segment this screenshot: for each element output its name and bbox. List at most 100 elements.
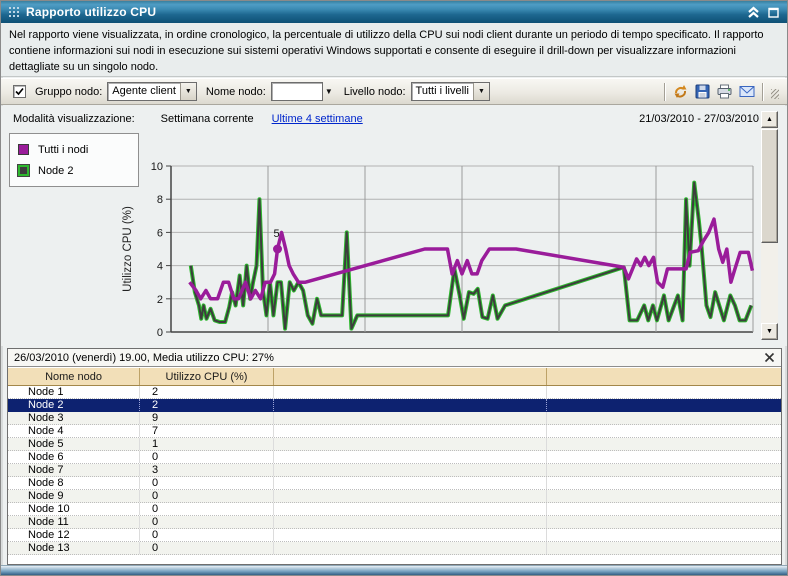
legend-swatch-all-nodes: [18, 144, 29, 155]
node-name-cell: Node 4: [8, 425, 140, 437]
save-button[interactable]: [695, 84, 710, 99]
group-select[interactable]: Agente client ▼: [107, 82, 197, 101]
view-mode-last4weeks-link[interactable]: Ultime 4 settimane: [271, 113, 363, 125]
cpu-usage-line-chart: 0 2 4 6 8 10 Utilizzo CPU (%) 5: [122, 161, 755, 339]
empty-cell: [547, 386, 781, 398]
scroll-down-button[interactable]: ▼: [761, 323, 778, 340]
refresh-icon: [674, 85, 687, 98]
empty-cell: [547, 399, 781, 411]
envelope-icon: [739, 86, 755, 97]
cpu-usage-cell: 0: [140, 529, 274, 541]
column-header-empty: [274, 368, 547, 385]
cpu-usage-cell: 0: [140, 503, 274, 515]
empty-cell: [547, 425, 781, 437]
refresh-button[interactable]: [673, 84, 688, 99]
titlebar: Rapporto utilizzo CPU: [1, 1, 787, 23]
report-description: Nel rapporto viene visualizzata, in ordi…: [1, 23, 787, 77]
column-header-node-name[interactable]: Nome nodo: [8, 368, 140, 385]
empty-cell: [274, 399, 547, 411]
empty-cell: [547, 503, 781, 515]
view-mode-current-week[interactable]: Settimana corrente: [160, 113, 254, 125]
empty-cell: [547, 451, 781, 463]
svg-text:0: 0: [157, 327, 163, 339]
svg-text:6: 6: [157, 227, 163, 239]
node-name-cell: Node 5: [8, 438, 140, 450]
node-name-cell: Node 1: [8, 386, 140, 398]
node-name-cell: Node 7: [8, 464, 140, 476]
window-title: Rapporto utilizzo CPU: [26, 5, 157, 19]
grid-icon: [9, 6, 20, 18]
detail-panel: 26/03/2010 (venerdì) 19.00, Media utiliz…: [7, 348, 782, 565]
close-x-icon: [764, 352, 775, 363]
empty-cell: [547, 438, 781, 450]
empty-cell: [274, 412, 547, 424]
node-name-cell: Node 13: [8, 542, 140, 554]
scroll-up-button[interactable]: ▲: [761, 111, 778, 128]
empty-cell: [274, 477, 547, 489]
column-header-empty: [547, 368, 781, 385]
node-name-input[interactable]: [270, 82, 323, 101]
group-checkbox[interactable]: [13, 85, 26, 98]
chevron-down-icon[interactable]: ▼: [472, 83, 489, 100]
printer-icon: [717, 84, 732, 99]
svg-text:2: 2: [157, 294, 163, 306]
maximize-button[interactable]: [768, 7, 779, 18]
cpu-usage-cell: 0: [140, 451, 274, 463]
node-name-cell: Node 3: [8, 412, 140, 424]
empty-cell: [547, 412, 781, 424]
cpu-usage-cell: 0: [140, 477, 274, 489]
empty-cell: [547, 464, 781, 476]
cpu-usage-cell: 1: [140, 438, 274, 450]
collapse-button[interactable]: [747, 6, 760, 18]
chart-vertical-scrollbar[interactable]: ▲ ▼: [761, 111, 778, 340]
close-button[interactable]: [764, 352, 775, 363]
table-header-row: Nome nodo Utilizzo CPU (%): [8, 367, 781, 386]
cpu-usage-cell: 0: [140, 490, 274, 502]
email-button[interactable]: [739, 85, 755, 98]
column-header-cpu-usage[interactable]: Utilizzo CPU (%): [140, 368, 274, 385]
detail-panel-title: 26/03/2010 (venerdì) 19.00, Media utiliz…: [14, 351, 274, 364]
window-controls: [747, 6, 779, 18]
legend-swatch-node2: [18, 165, 29, 176]
node-name-dropdown-icon[interactable]: ▼: [324, 87, 333, 96]
save-floppy-icon: [695, 84, 710, 99]
node-name-cell: Node 8: [8, 477, 140, 489]
node-name-cell: Node 9: [8, 490, 140, 502]
print-button[interactable]: [717, 84, 732, 99]
node-name-cell: Node 11: [8, 516, 140, 528]
node-name-cell: Node 10: [8, 503, 140, 515]
table-row[interactable]: Node 12 0: [8, 529, 781, 542]
node-name-cell: Node 2: [8, 399, 140, 411]
node-level-label: Livello nodo:: [343, 85, 406, 98]
toolbar-divider: [664, 82, 666, 101]
group-select-value: Agente client: [112, 85, 176, 97]
empty-cell: [274, 516, 547, 528]
table-row[interactable]: Node 11 0: [8, 516, 781, 529]
node-table-body: Node 1 2 Node 2 2 Node 3 9 Node 4 7 Node 5 1 Node …: [8, 386, 781, 555]
node-level-select[interactable]: Tutti i livelli ▼: [410, 82, 490, 101]
toolbar-grip[interactable]: [771, 88, 779, 99]
table-row[interactable]: Node 13 0: [8, 542, 781, 555]
empty-cell: [274, 386, 547, 398]
svg-text:4: 4: [157, 261, 163, 273]
view-mode-row: Modalità visualizzazione: Settimana corr…: [13, 113, 759, 125]
scrollbar-thumb[interactable]: [761, 129, 778, 243]
table-row[interactable]: Node 10 0: [8, 503, 781, 516]
empty-cell: [547, 542, 781, 554]
toolbar: Gruppo nodo: Agente client ▼ Nome nodo: …: [1, 78, 787, 105]
empty-cell: [547, 529, 781, 541]
empty-cell: [547, 516, 781, 528]
chevron-down-icon[interactable]: ▼: [179, 83, 196, 100]
empty-cell: [274, 490, 547, 502]
node-name-cell: Node 6: [8, 451, 140, 463]
